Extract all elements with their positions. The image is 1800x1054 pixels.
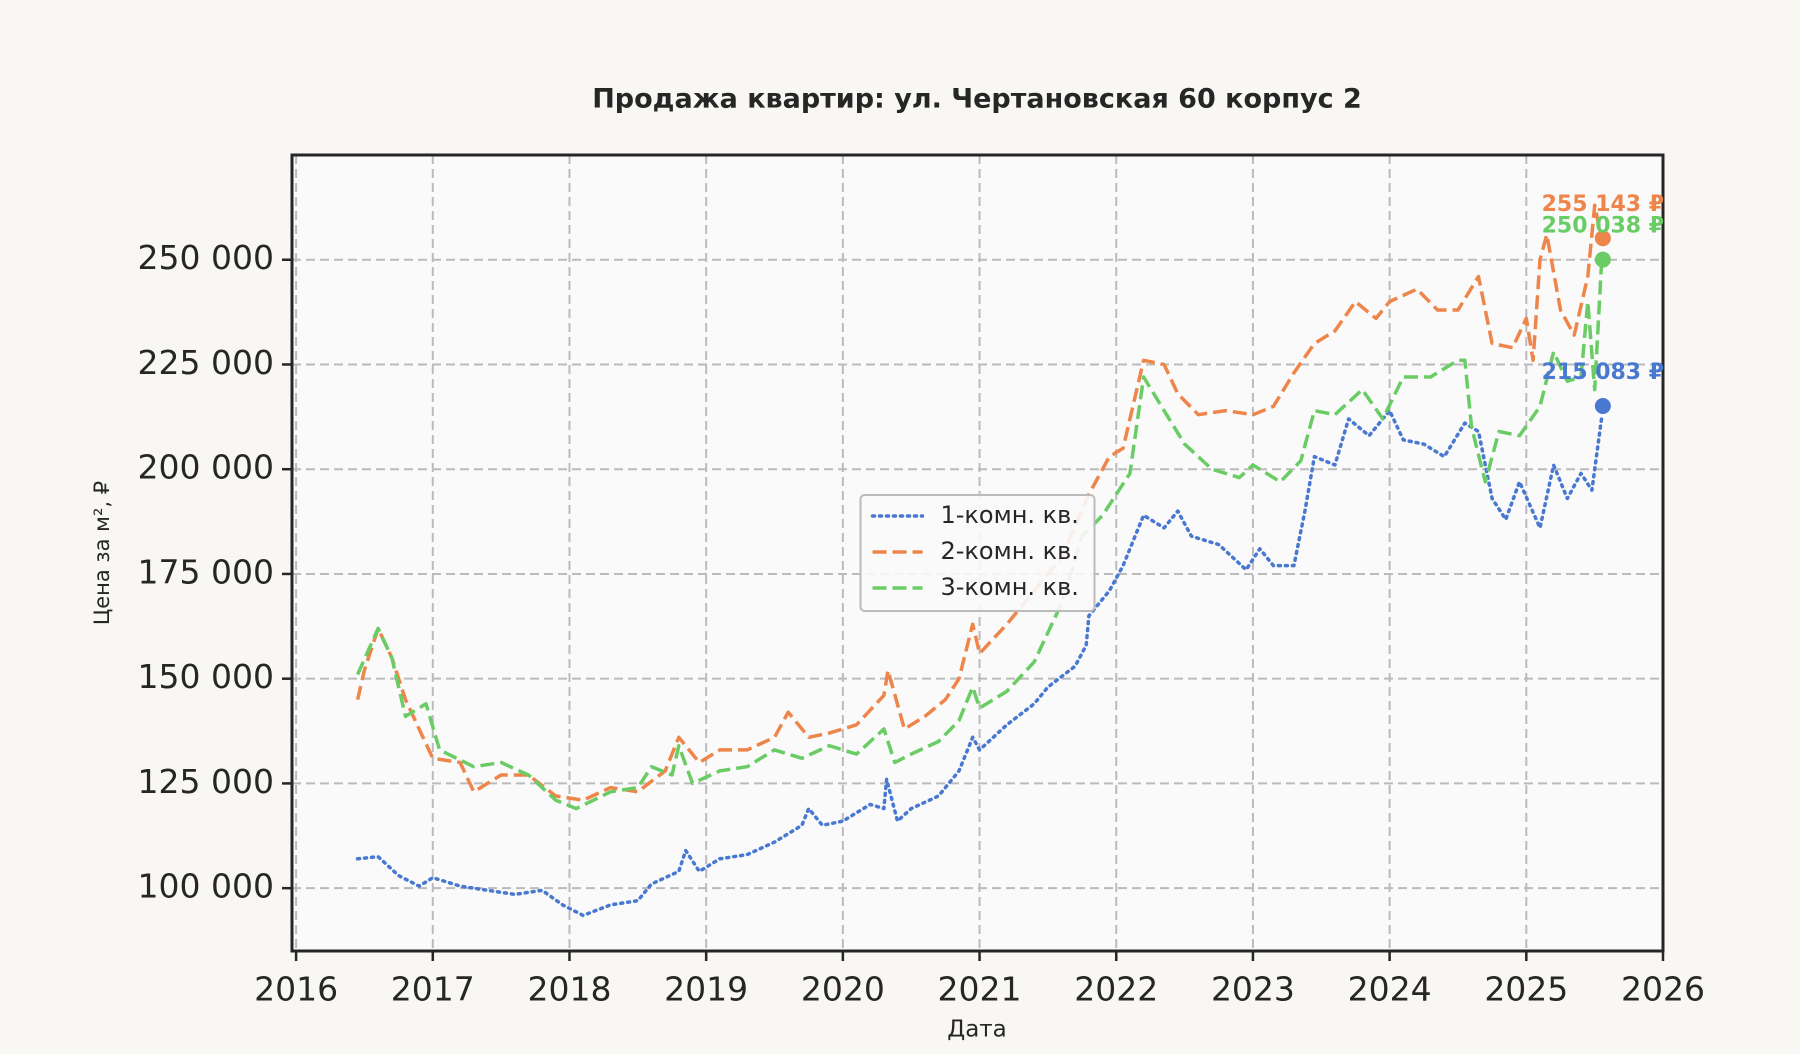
series-line (356, 263, 1604, 811)
series-line (355, 408, 1604, 918)
end-marker (1594, 230, 1611, 247)
y-tick-label: 150 000 (138, 657, 274, 696)
x-axis-label: Дата (947, 1017, 1007, 1043)
y-tick-label: 100 000 (138, 867, 274, 906)
y-tick-label: 175 000 (138, 552, 274, 591)
y-tick-label: 200 000 (138, 448, 274, 487)
legend-label: 3-комн. кв. (941, 573, 1079, 601)
y-tick-label: 250 000 (138, 238, 274, 277)
legend-box (859, 494, 1096, 612)
end-label: 255 143 ₽ (1542, 192, 1664, 217)
series-line (355, 203, 1604, 802)
y-axis-label: Цена за м², ₽ (90, 481, 114, 625)
end-marker (1594, 398, 1611, 415)
x-tick-label: 2018 (527, 970, 611, 1009)
y-tick-label: 125 000 (138, 762, 274, 801)
chart-title: Продажа квартир: ул. Чертановская 60 кор… (592, 84, 1362, 115)
end-label: 215 083 ₽ (1542, 360, 1664, 385)
end-marker (1594, 251, 1611, 268)
x-tick-label: 2023 (1211, 970, 1295, 1009)
plot-frame (290, 153, 1665, 953)
x-tick-label: 2025 (1484, 970, 1568, 1009)
legend-label: 2-комн. кв. (941, 537, 1079, 565)
x-tick-label: 2016 (254, 970, 338, 1009)
y-tick-label: 225 000 (138, 343, 274, 382)
x-tick-label: 2026 (1621, 970, 1705, 1009)
x-tick-label: 2017 (391, 970, 475, 1009)
lines (355, 203, 1604, 918)
x-tick-label: 2021 (938, 970, 1022, 1009)
x-tick-label: 2022 (1074, 970, 1158, 1009)
x-tick-label: 2020 (801, 970, 885, 1009)
legend: 1-комн. кв. 2-комн. кв. 3-комн. кв. (859, 494, 1096, 612)
x-tick-label: 2024 (1348, 970, 1432, 1009)
x-tick-label: 2019 (664, 970, 748, 1009)
legend-label: 1-комн. кв. (941, 501, 1079, 529)
end-label: 250 038 ₽ (1542, 214, 1664, 239)
